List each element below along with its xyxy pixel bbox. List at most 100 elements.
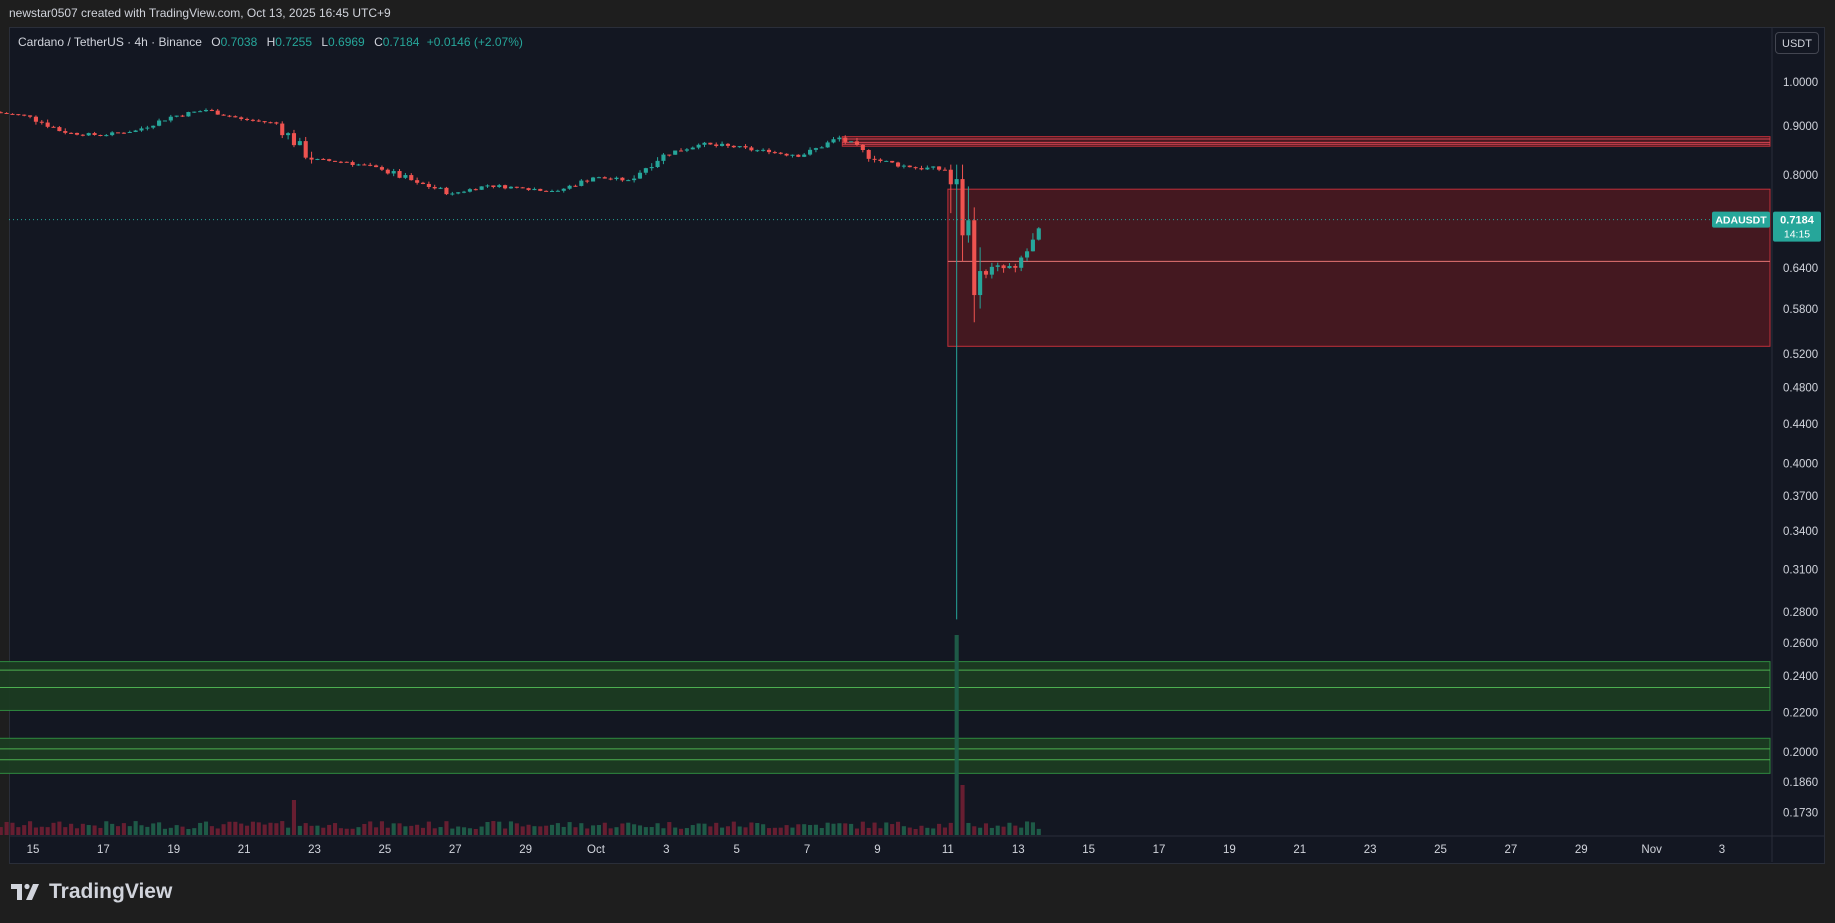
time-tick-label: 13 <box>1012 844 1025 856</box>
volume-bar <box>591 825 596 835</box>
volume-bar <box>1024 821 1030 835</box>
volume-bar <box>233 821 238 835</box>
volume-bar <box>344 828 349 835</box>
candle-body <box>585 180 590 182</box>
candle-body <box>245 118 250 120</box>
volume-bar <box>350 828 355 835</box>
price-tick-label: 0.5800 <box>1783 304 1818 316</box>
volume-bar <box>444 821 449 835</box>
volume-bar <box>420 827 426 835</box>
volume-bar <box>33 827 38 835</box>
candle-body <box>1030 239 1035 252</box>
candle-body <box>684 149 689 151</box>
candle-body <box>403 175 408 178</box>
candles <box>0 108 1041 620</box>
volume-bar <box>39 826 44 835</box>
attribution-text: newstar0507 created with TradingView.com… <box>9 6 391 20</box>
volume-bar <box>432 828 437 835</box>
price-tick-label: 0.2600 <box>1783 638 1818 650</box>
candle-body <box>825 142 830 148</box>
candle-body <box>503 185 508 189</box>
candle-body <box>39 121 44 123</box>
volume-bar <box>983 823 989 835</box>
volume-bar <box>198 822 203 835</box>
tradingview-logo[interactable]: TradingView <box>11 880 172 904</box>
volume-bar <box>491 821 496 835</box>
candle-body <box>426 183 431 187</box>
volume-bar <box>69 823 74 835</box>
time-tick-label: 9 <box>874 844 880 856</box>
volume-bar <box>749 822 754 835</box>
candle-body <box>69 132 74 134</box>
volume-bar <box>772 827 777 835</box>
volume-bar <box>162 828 168 835</box>
volume-bar <box>1019 827 1024 835</box>
candle-body <box>256 120 261 122</box>
candle-body <box>708 142 713 145</box>
zones-layer <box>0 136 1771 774</box>
candle-body <box>1024 251 1030 258</box>
price-tag-bg <box>1773 211 1821 242</box>
volume-bar <box>426 821 431 835</box>
candle-body <box>802 154 807 157</box>
candle-body <box>127 131 132 133</box>
volume-bar <box>866 827 871 835</box>
price-tick-label: 0.4000 <box>1783 458 1818 470</box>
candle-body <box>473 189 478 191</box>
symbol-title[interactable]: Cardano / TetherUS · 4h · Binance <box>18 35 202 49</box>
candle-body <box>995 265 1000 267</box>
volume-bar <box>280 821 285 835</box>
volume-bar <box>227 821 232 835</box>
volume-bar <box>931 828 936 835</box>
candle-body <box>332 160 338 162</box>
volume-bar <box>245 825 250 835</box>
candle-body <box>374 165 379 168</box>
chart-pane[interactable] <box>9 27 1825 864</box>
candle-body <box>80 134 85 136</box>
candle-body <box>16 114 21 116</box>
candle-body <box>866 150 871 159</box>
volume-bar <box>497 821 502 835</box>
volume-bar <box>725 826 731 835</box>
volume-bar <box>573 827 578 835</box>
time-tick-label: 19 <box>167 844 180 856</box>
volume-bar <box>614 827 619 835</box>
candle-body <box>321 158 326 160</box>
volume-bar <box>602 822 607 835</box>
candle-body <box>901 165 906 167</box>
volume-bar <box>808 824 813 835</box>
candle-body <box>766 149 772 153</box>
volume-bar <box>151 823 156 835</box>
time-tick-label: 29 <box>519 844 532 856</box>
volume-bar <box>954 635 959 835</box>
volume-bar <box>297 825 302 835</box>
candle-body <box>268 122 273 124</box>
zone-support-3 <box>0 737 1771 774</box>
volume-bar <box>473 828 478 835</box>
candle-body <box>10 113 15 115</box>
volume-bar <box>86 825 91 835</box>
candle-body <box>561 188 566 191</box>
candle-body <box>192 111 197 113</box>
volume-bar <box>168 827 173 835</box>
high-label: H <box>266 35 276 49</box>
candle-body <box>209 109 214 111</box>
currency-unit-button[interactable]: USDT <box>1775 32 1819 54</box>
time-tick-label: 21 <box>238 844 251 856</box>
candle-body <box>520 187 525 189</box>
candle-body <box>678 150 684 152</box>
volume-bar <box>1036 828 1041 835</box>
volume-bar <box>10 822 15 835</box>
volume-bar <box>403 826 408 835</box>
time-tick-label: 29 <box>1575 844 1588 856</box>
candle-body <box>907 165 912 168</box>
volume-bar <box>157 822 162 835</box>
volume-bar <box>514 823 519 835</box>
close-value: 0.7184 <box>382 35 420 49</box>
candle-body <box>942 169 947 171</box>
price-tick-label: 0.2000 <box>1783 747 1818 759</box>
volume-bar <box>637 825 643 835</box>
candle-body <box>549 190 555 192</box>
candle-body <box>1013 266 1018 268</box>
